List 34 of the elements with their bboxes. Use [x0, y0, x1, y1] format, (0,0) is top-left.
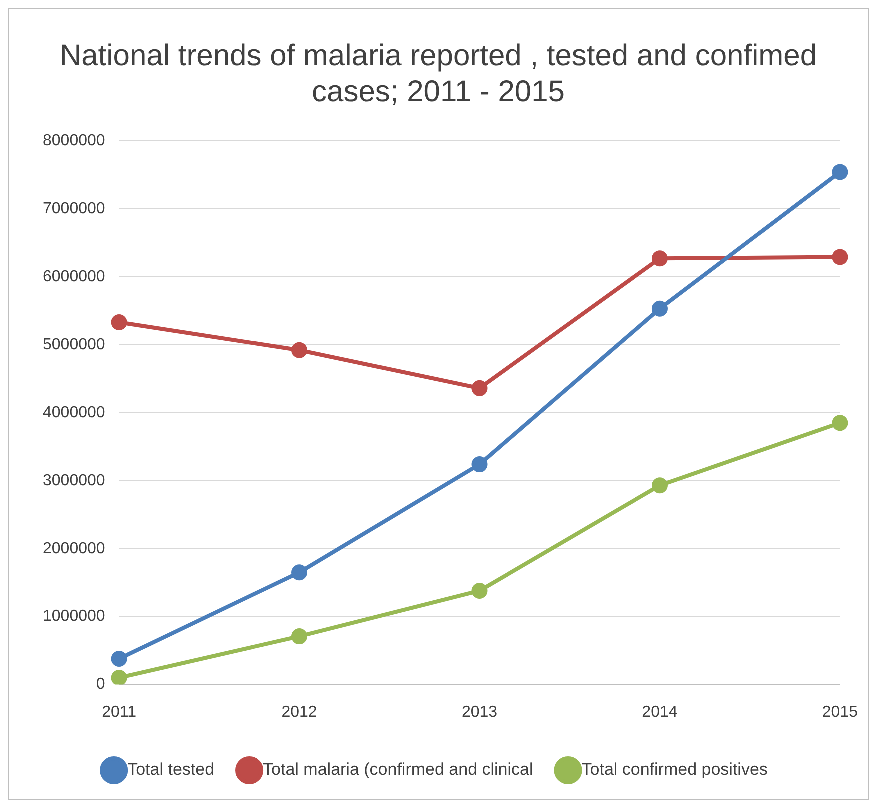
x-tick-label: 2015	[822, 704, 858, 721]
x-tick-label: 2013	[462, 704, 498, 721]
x-tick-label: 2011	[102, 704, 137, 721]
y-tick-label: 1000000	[42, 608, 106, 626]
point	[652, 250, 668, 267]
point	[292, 628, 308, 645]
x-tick-label: 2014	[642, 704, 678, 721]
point	[652, 478, 668, 494]
point	[111, 314, 128, 330]
point	[472, 380, 488, 396]
point	[111, 670, 128, 685]
y-tick-label: 5000000	[42, 336, 106, 354]
x-tick-label: 2012	[282, 704, 318, 721]
text: National trends of malaria reported , tested and confimed	[60, 39, 818, 72]
y-tick-label: 2000000	[42, 540, 106, 558]
legend-label: Total tested	[128, 760, 215, 780]
point	[832, 249, 848, 266]
point	[472, 582, 488, 599]
y-tick-label: 3000000	[42, 472, 106, 490]
point	[472, 456, 488, 473]
y-tick-label: 0	[96, 676, 106, 694]
point	[111, 650, 128, 667]
y-tick-label: 7000000	[42, 200, 106, 218]
y-tick-label: 6000000	[42, 268, 106, 286]
point	[832, 164, 848, 180]
legend-label: Total confirmed positives	[582, 760, 768, 780]
legend-label: Total malaria (confirmed and clinical	[263, 760, 534, 780]
point	[292, 564, 308, 581]
y-tick-label: 8000000	[42, 132, 106, 150]
point	[292, 342, 308, 358]
y-tick-label: 4000000	[42, 404, 106, 422]
point	[652, 300, 668, 317]
text: cases; 2011 - 2015	[312, 75, 565, 108]
point	[832, 415, 848, 432]
